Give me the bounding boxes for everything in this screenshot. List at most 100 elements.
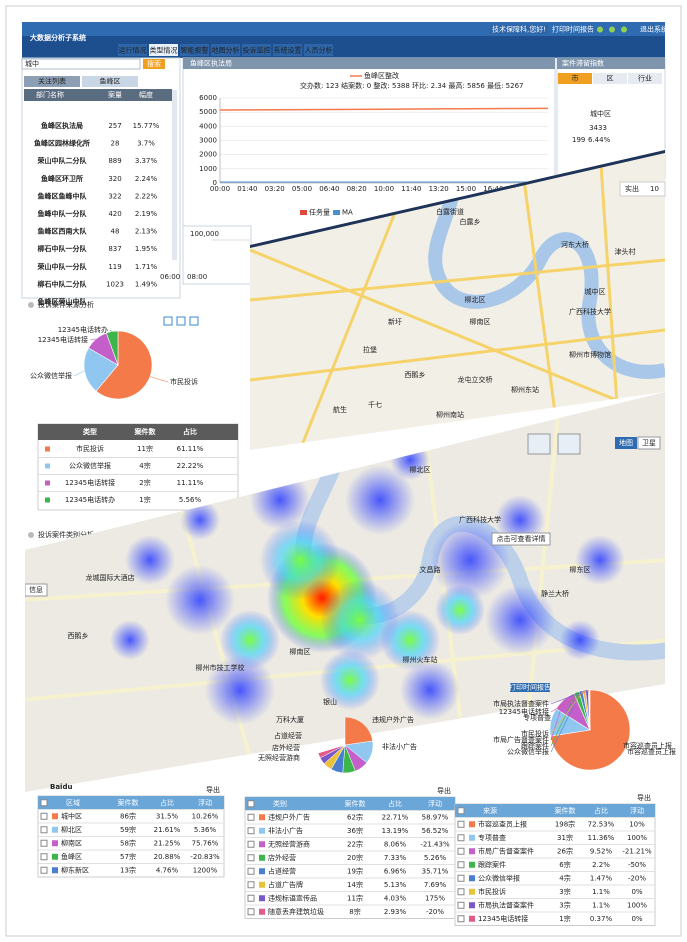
- dept-count: 322: [108, 192, 121, 200]
- nav-tab: [118, 44, 147, 56]
- x-tick-label: 06:40: [319, 185, 339, 193]
- print-button-label[interactable]: 打印时间报告: [509, 683, 551, 692]
- checkbox[interactable]: [457, 834, 465, 842]
- map-place-label: 西鹅乡: [405, 370, 426, 379]
- y-tick-label: 2000: [199, 151, 217, 159]
- table-cell: 6.96%: [384, 867, 407, 875]
- checkbox[interactable]: [40, 826, 48, 834]
- nav-tab: [304, 44, 333, 56]
- checkbox[interactable]: [457, 874, 465, 882]
- map-type-label[interactable]: 地图: [619, 438, 633, 447]
- export-link[interactable]: 导出: [637, 793, 651, 802]
- table-cell: -21.21%: [622, 847, 652, 855]
- chart-tool-icon[interactable]: [163, 316, 173, 326]
- pie-label: 市民投诉: [170, 377, 198, 386]
- checkbox[interactable]: [247, 827, 255, 835]
- checkbox[interactable]: [457, 915, 465, 923]
- heat-blob: [345, 465, 415, 535]
- checkbox[interactable]: [247, 881, 255, 889]
- map-place-label: 柳州火车站: [403, 655, 438, 664]
- chart-tool-icon[interactable]: [189, 316, 199, 326]
- index-tab-label: 行业: [638, 74, 652, 83]
- heat-blob: [320, 650, 380, 710]
- heat-blob: [125, 535, 175, 585]
- table-cell: 86宗: [120, 811, 136, 820]
- pie-label: 非法小广告: [382, 742, 417, 751]
- dept-name: 鱼峰区鱼峰中队: [38, 191, 88, 200]
- heatmap-tooltip[interactable]: 点击可查看详情: [497, 534, 546, 543]
- checkbox[interactable]: [457, 901, 465, 909]
- color-swatch: [259, 854, 265, 861]
- checkbox[interactable]: [457, 888, 465, 896]
- checkbox[interactable]: [247, 840, 255, 848]
- y-tick-label: 0: [213, 179, 217, 187]
- table-cell: 柳南区: [61, 838, 82, 847]
- checkbox[interactable]: [40, 839, 48, 847]
- checkbox[interactable]: [247, 813, 255, 821]
- table-cell: 无照经营游商: [268, 839, 310, 848]
- heat-blob: [430, 520, 510, 600]
- x-tick-label: 10:00: [374, 185, 394, 193]
- checkbox[interactable]: [40, 853, 48, 861]
- pie-label: 市局执法督查案件: [493, 699, 549, 708]
- color-swatch: [52, 826, 58, 833]
- table-header: [245, 797, 455, 811]
- checkbox[interactable]: [457, 820, 465, 828]
- table-header-cell: 占比: [388, 799, 402, 808]
- nav-tab-label[interactable]: 人员分析: [305, 46, 333, 55]
- x-tick-label: 11:40: [401, 185, 421, 193]
- table-cell: 专项普查: [478, 833, 506, 842]
- table-cell: 0%: [631, 915, 642, 923]
- table: [454, 803, 656, 926]
- table-cell: 20宗: [347, 853, 363, 862]
- nav-tab-label[interactable]: 投诉监控: [243, 46, 271, 55]
- chart-tool-icon[interactable]: [176, 316, 186, 326]
- table-cell: 4宗: [139, 461, 150, 470]
- nav-tab-label[interactable]: 智能报警: [181, 46, 209, 55]
- map-type-label[interactable]: 卫星: [642, 439, 656, 447]
- dept-pct: 3.37%: [135, 157, 158, 165]
- table-cell: -20.83%: [190, 853, 220, 861]
- checkbox[interactable]: [247, 894, 255, 902]
- table-cell: 9.52%: [590, 847, 613, 855]
- export-link[interactable]: 导出: [437, 786, 451, 795]
- table-cell: 4宗: [559, 873, 570, 882]
- table-cell: 市民投诉: [478, 887, 506, 896]
- checkbox[interactable]: [40, 866, 48, 874]
- toolbar-icon: [597, 26, 603, 33]
- table: [244, 796, 456, 919]
- checkbox[interactable]: [247, 908, 255, 916]
- table-cell: 5.26%: [424, 854, 447, 862]
- color-swatch: [52, 867, 58, 874]
- checkbox[interactable]: [247, 854, 255, 862]
- section-title: 投诉案件来源分析: [38, 300, 94, 309]
- map-type-tab: [637, 436, 661, 450]
- table-cell: 20.88%: [154, 853, 181, 861]
- table-cell: -20%: [628, 874, 646, 882]
- nav-tab-label[interactable]: 系统设置: [274, 46, 302, 55]
- dept-count: 119: [108, 263, 121, 271]
- checkbox[interactable]: [457, 861, 465, 869]
- legend-label: MA: [342, 209, 353, 217]
- table-header-cell: 类型: [83, 427, 97, 436]
- dept-count: 837: [108, 245, 121, 253]
- title-bullet: [28, 532, 34, 538]
- table-header-cell: 浮动: [630, 806, 644, 815]
- print-button[interactable]: 打印时间报告: [552, 25, 594, 34]
- nav-tab-label[interactable]: 运行情况: [119, 46, 147, 55]
- nav-tab-label[interactable]: 地图分析: [212, 46, 240, 55]
- map-place-label: 拉堡: [363, 345, 377, 354]
- map-place-label: 城中区: [585, 287, 606, 296]
- export-link[interactable]: 导出: [206, 785, 220, 794]
- dept-name: 荣山中队二分队: [37, 156, 88, 165]
- nav-tab-label[interactable]: 类型情况: [150, 46, 178, 55]
- checkbox[interactable]: [457, 847, 465, 855]
- checkbox[interactable]: [247, 867, 255, 875]
- table-cell: 5.13%: [384, 881, 407, 889]
- dept-count: 257: [108, 122, 121, 130]
- color-swatch: [469, 888, 475, 895]
- logout-button[interactable]: 退出系统: [640, 25, 668, 34]
- checkbox[interactable]: [40, 812, 48, 820]
- table-cell: 58.97%: [422, 813, 449, 821]
- table-header-cell: 区域: [66, 798, 80, 807]
